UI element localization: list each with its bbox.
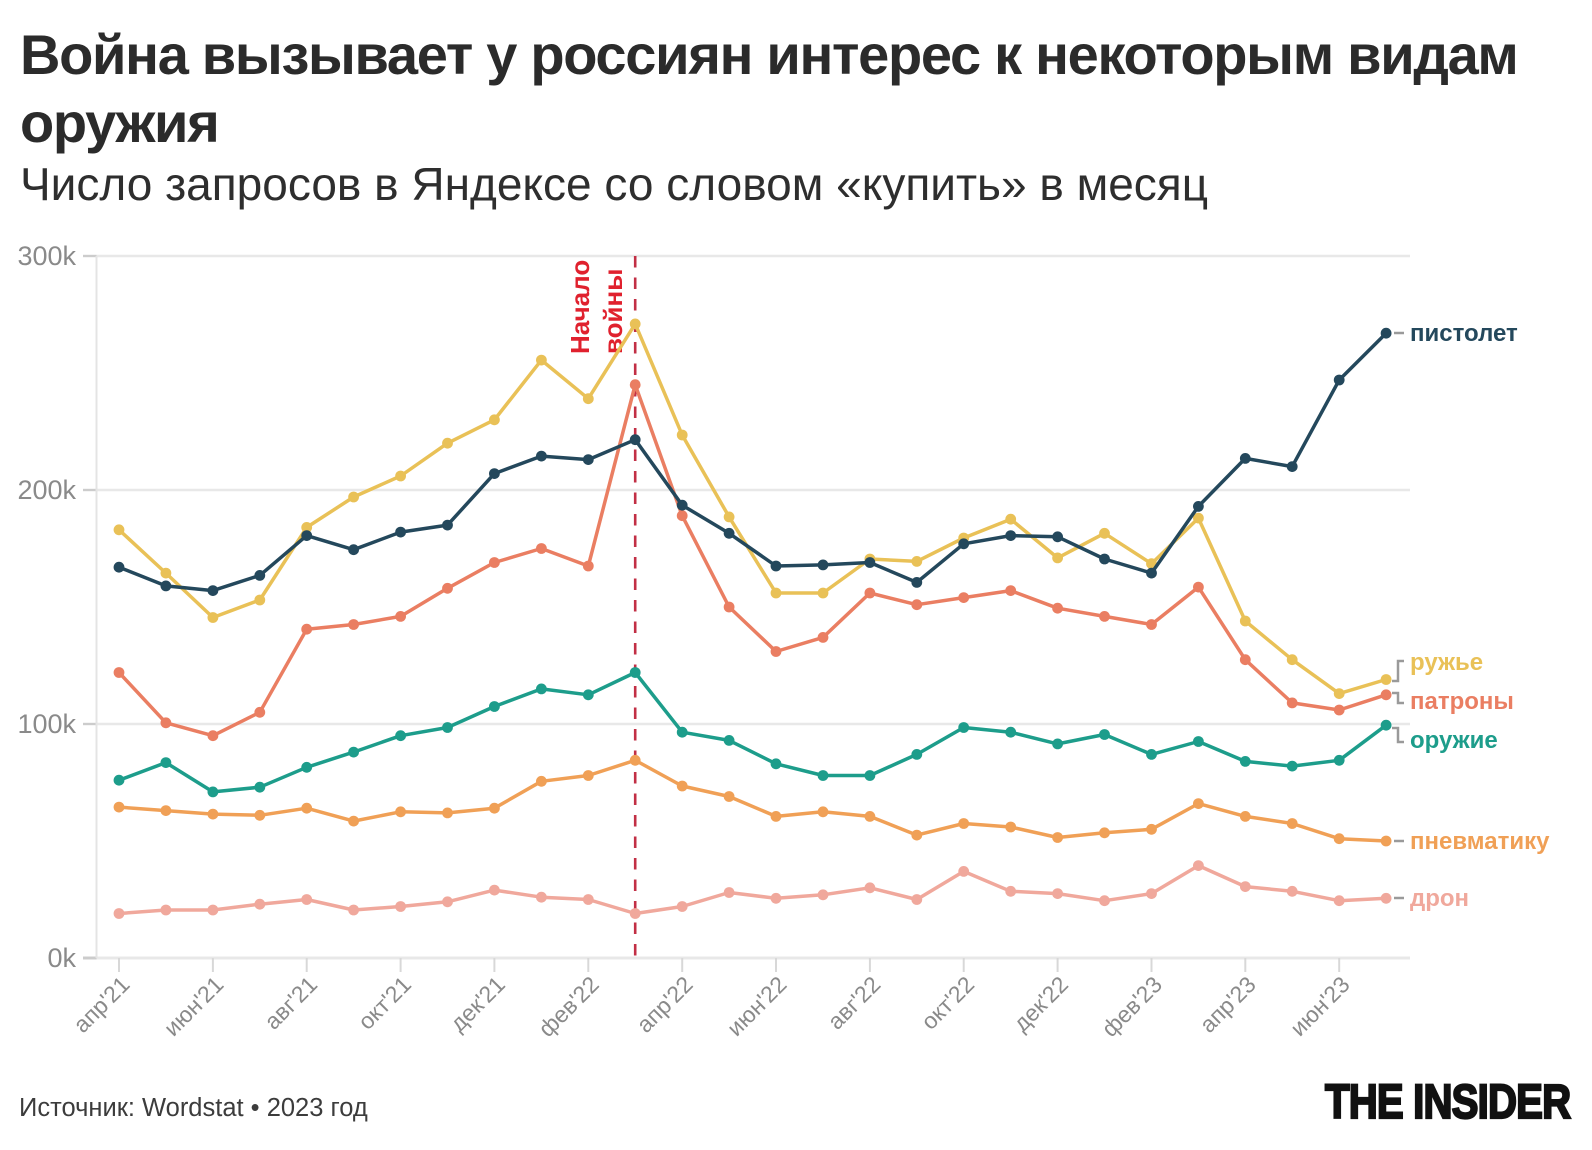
svg-text:окт'22: окт'22: [916, 971, 979, 1034]
svg-text:Начало: Начало: [565, 260, 595, 354]
svg-text:дек'21: дек'21: [445, 971, 510, 1036]
svg-text:июн'22: июн'22: [722, 971, 792, 1041]
svg-text:июн'21: июн'21: [159, 971, 229, 1041]
svg-text:авг'21: авг'21: [259, 971, 322, 1034]
svg-text:дек'22: дек'22: [1008, 971, 1073, 1036]
svg-text:апр'21: апр'21: [68, 971, 134, 1037]
svg-text:оружие: оружие: [1410, 727, 1498, 754]
svg-text:апр'23: апр'23: [1194, 971, 1260, 1037]
svg-text:0k: 0k: [47, 943, 76, 973]
svg-text:100k: 100k: [17, 709, 76, 739]
svg-text:апр'22: апр'22: [631, 971, 697, 1037]
svg-text:пистолет: пистолет: [1410, 320, 1518, 347]
svg-text:окт'21: окт'21: [353, 971, 416, 1034]
svg-text:июн'23: июн'23: [1285, 971, 1355, 1041]
svg-text:патроны: патроны: [1410, 688, 1514, 715]
svg-text:авг'22: авг'22: [822, 971, 885, 1034]
svg-text:ружье: ружье: [1410, 649, 1483, 676]
svg-text:дрон: дрон: [1410, 885, 1469, 912]
svg-text:пневматику: пневматику: [1410, 828, 1550, 855]
svg-text:200k: 200k: [17, 475, 76, 505]
svg-text:фев'23: фев'23: [1096, 971, 1167, 1042]
svg-text:300k: 300k: [17, 241, 76, 271]
svg-text:фев'22: фев'22: [533, 971, 604, 1042]
